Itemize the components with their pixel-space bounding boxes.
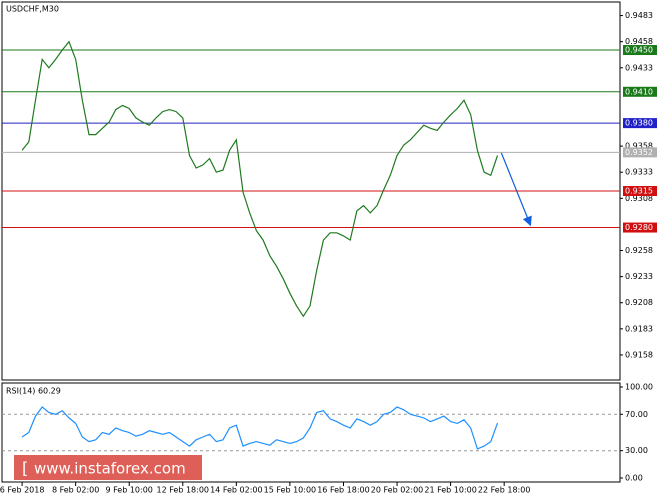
watermark: www.instaforex.com <box>34 460 186 478</box>
y-tick-label: 0.9258 <box>625 246 653 255</box>
forecast-arrow <box>500 151 532 227</box>
level-label-box <box>623 222 657 233</box>
y-tick-label: 70.00 <box>625 410 648 419</box>
x-tick-label: 8 Feb 02:00 <box>52 486 99 495</box>
series-line <box>21 40 499 318</box>
y-tick-label: 0.9358 <box>625 142 653 151</box>
series-line <box>21 406 499 450</box>
y-tick-label: 0.9483 <box>625 11 653 20</box>
level-label: 0.9380 <box>625 119 653 128</box>
rsi-panel <box>1 382 621 483</box>
x-tick-label: 22 Feb 18:00 <box>478 486 530 495</box>
x-tick-label: 16 Feb 18:00 <box>317 486 369 495</box>
watermark-box <box>14 455 202 480</box>
level-label-box <box>623 45 657 56</box>
rsi-title: RSI(14) 60.29 <box>6 387 61 396</box>
y-tick-label: 0.00 <box>625 473 643 482</box>
level-label-box <box>623 186 657 196</box>
x-tick-label: 6 Feb 2018 <box>0 486 44 495</box>
chart-title: USDCHF,M30 <box>6 5 59 14</box>
level-label-box <box>623 86 657 97</box>
watermark-bracket: [ <box>22 459 28 478</box>
y-tick-label: 0.9308 <box>625 194 653 203</box>
y-tick-label: 0.9458 <box>625 37 653 46</box>
y-tick-label: 0.9233 <box>625 272 653 281</box>
level-label: 0.9450 <box>625 46 653 55</box>
level-label: 0.9410 <box>625 87 653 96</box>
x-tick-label: 14 Feb 02:00 <box>210 486 262 495</box>
level-label-box <box>623 118 657 129</box>
x-tick-label: 9 Feb 10:00 <box>106 486 153 495</box>
level-label: 0.9352 <box>625 148 653 157</box>
y-tick-label: 0.9433 <box>625 63 653 72</box>
y-tick-label: 0.9183 <box>625 324 653 333</box>
level-label-box <box>623 147 657 158</box>
level-label: 0.9280 <box>625 223 653 232</box>
x-tick-label: 21 Feb 10:00 <box>424 486 476 495</box>
y-tick-label: 100.00 <box>625 383 653 392</box>
y-tick-label: 0.9158 <box>625 350 653 359</box>
x-tick-label: 15 Feb 10:00 <box>264 486 316 495</box>
y-tick-label: 0.9333 <box>625 168 653 177</box>
y-tick-label: 30.00 <box>625 446 648 455</box>
level-label: 0.9315 <box>625 187 653 196</box>
x-tick-label: 20 Feb 02:00 <box>371 486 423 495</box>
y-tick-label: 0.9208 <box>625 298 653 307</box>
x-tick-label: 12 Feb 18:00 <box>157 486 209 495</box>
